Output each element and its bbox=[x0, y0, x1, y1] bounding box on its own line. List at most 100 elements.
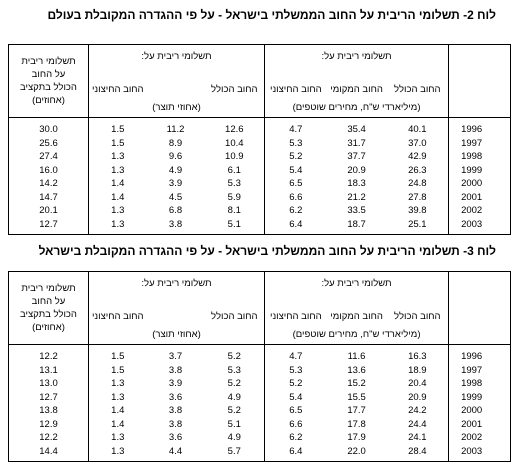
year-cell: 1997 bbox=[448, 136, 511, 150]
value-cell: 5.4 bbox=[264, 163, 327, 177]
value-cell: 1.3 bbox=[87, 204, 147, 218]
data-row: 1999 26.3 20.9 5.4 6.1 4.9 1.3 16.0 bbox=[9, 163, 511, 177]
header-line: תשלומי ריבית bbox=[21, 56, 76, 67]
data-row: 2001 27.8 21.2 6.6 5.9 4.5 1.4 14.7 bbox=[9, 190, 511, 204]
value-cell: 24.1 bbox=[408, 432, 427, 444]
value-cell: 20.4 bbox=[408, 378, 427, 390]
value-cell: 1.3 bbox=[87, 217, 147, 235]
value-cell: 4.4 bbox=[168, 445, 183, 457]
data-row: 2001 24.4 17.8 6.6 5.1 3.8 1.4 12.9 bbox=[9, 417, 511, 431]
value-cell: 30.0 bbox=[39, 124, 58, 136]
value-cell: 1.4 bbox=[87, 417, 147, 431]
data-row: 1996 16.3 11.6 4.7 5.2 3.7 1.5 12.2 bbox=[9, 344, 511, 364]
value-cell: 17.7 bbox=[347, 405, 366, 417]
year-cell: 1996 bbox=[448, 117, 511, 137]
value-cell: 10.9 bbox=[225, 151, 244, 163]
value-cell: 3.8 bbox=[168, 405, 183, 417]
value-cell: 21.2 bbox=[347, 191, 366, 203]
value-cell: 13.8 bbox=[39, 405, 58, 417]
value-cell: 1.3 bbox=[87, 377, 147, 391]
value-cell: 20.1 bbox=[39, 205, 58, 217]
value-cell: 15.5 bbox=[347, 391, 366, 403]
value-cell: 8.9 bbox=[168, 137, 183, 149]
header-line: הכולל בתקציב bbox=[20, 309, 77, 320]
subheader bbox=[147, 81, 205, 97]
group-label: תשלומי ריבית על: bbox=[264, 44, 449, 81]
year-cell: 2002 bbox=[448, 204, 511, 218]
data-row: 2002 39.8 33.5 6.2 8.1 6.8 1.3 20.1 bbox=[9, 204, 511, 218]
table-title: לוח 2- תשלומי הריבית על החוב הממשלתי ביש… bbox=[47, 8, 496, 22]
data-row: 2002 24.1 17.9 6.2 4.9 3.6 1.3 12.2 bbox=[9, 431, 511, 445]
data-row: 1997 37.0 31.7 5.3 10.4 8.9 1.5 25.6 bbox=[9, 136, 511, 150]
header-line: על החוב bbox=[31, 69, 66, 80]
year-cell: 2002 bbox=[448, 431, 511, 445]
value-cell: 5.3 bbox=[264, 136, 327, 150]
last-col-header: תשלומי ריבית על החוב הכולל בתקציב (אחוזים) bbox=[8, 271, 89, 345]
value-cell: 27.4 bbox=[39, 151, 58, 163]
value-cell: 39.8 bbox=[408, 205, 427, 217]
value-cell: 33.5 bbox=[347, 205, 366, 217]
data-row: 2000 24.2 17.7 6.5 5.2 3.8 1.4 13.8 bbox=[9, 404, 511, 418]
value-cell: 25.6 bbox=[39, 137, 58, 149]
group-label: תשלומי ריבית על: bbox=[264, 271, 449, 308]
value-cell: 18.3 bbox=[347, 178, 366, 190]
value-cell: 3.6 bbox=[168, 432, 183, 444]
table-body: 1996 16.3 11.6 4.7 5.2 3.7 1.5 12.2 1997 18.9 13.6… bbox=[9, 344, 511, 462]
value-cell: 5.4 bbox=[264, 390, 327, 404]
data-row: 1997 18.9 13.6 5.3 5.3 3.8 1.5 13.1 bbox=[9, 363, 511, 377]
value-cell: 6.1 bbox=[227, 164, 241, 176]
value-cell: 12.6 bbox=[225, 124, 244, 136]
unit-label: (מיליארדי ש"ח, מחירים שוטפים) bbox=[264, 97, 449, 118]
value-cell: 27.8 bbox=[408, 191, 427, 203]
value-cell: 18.7 bbox=[347, 218, 366, 230]
year-cell: 2001 bbox=[448, 190, 511, 204]
value-cell: 13.0 bbox=[39, 378, 58, 390]
year-cell: 1998 bbox=[448, 150, 511, 164]
value-cell: 14.7 bbox=[39, 191, 58, 203]
header-line: על החוב bbox=[31, 296, 66, 307]
table-body: 1996 40.1 35.4 4.7 12.6 11.2 1.5 30.0 1997 37.0 31… bbox=[9, 117, 511, 235]
value-cell: 17.9 bbox=[347, 432, 366, 444]
value-cell: 1.5 bbox=[87, 136, 147, 150]
value-cell: 13.6 bbox=[347, 364, 366, 376]
header-row: תשלומי ריבית על: תשלומי ריבית על: תשלומי ר… bbox=[8, 271, 511, 345]
subheader: החוב הכולל bbox=[211, 310, 258, 322]
year-header bbox=[448, 271, 511, 345]
subheader: החוב הכולל bbox=[211, 83, 258, 95]
group-label: תשלומי ריבית על: bbox=[87, 271, 265, 308]
value-cell: 6.6 bbox=[264, 190, 327, 204]
value-cell: 37.7 bbox=[347, 151, 366, 163]
header-row: תשלומי ריבית על: תשלומי ריבית על: תשלומי ר… bbox=[8, 44, 511, 118]
value-cell: 6.4 bbox=[264, 444, 327, 462]
unit-row: (מיליארדי ש"ח, מחירים שוטפים) (אחוזי תוצר… bbox=[9, 97, 511, 118]
value-cell: 5.3 bbox=[264, 363, 327, 377]
value-cell: 6.8 bbox=[168, 205, 183, 217]
subheader: החוב החיצוני bbox=[264, 81, 327, 97]
year-cell: 1997 bbox=[448, 363, 511, 377]
value-cell: 26.3 bbox=[408, 164, 427, 176]
value-cell: 5.1 bbox=[227, 418, 241, 430]
value-cell: 3.6 bbox=[168, 391, 183, 403]
value-cell: 28.4 bbox=[408, 445, 427, 457]
year-cell: 1996 bbox=[448, 344, 511, 364]
value-cell: 4.9 bbox=[227, 391, 241, 403]
unit-label: (אחוזי תוצר) bbox=[87, 324, 265, 345]
year-header bbox=[448, 44, 511, 118]
year-cell: 2000 bbox=[448, 404, 511, 418]
year-cell: 1998 bbox=[448, 377, 511, 391]
value-cell: 11.2 bbox=[166, 124, 185, 136]
value-cell: 5.1 bbox=[227, 218, 241, 230]
value-cell: 5.3 bbox=[227, 178, 241, 190]
value-cell: 1.3 bbox=[87, 444, 147, 462]
year-cell: 2000 bbox=[448, 177, 511, 191]
value-cell: 3.8 bbox=[168, 418, 183, 430]
subheader: החוב החיצוני bbox=[264, 308, 327, 324]
value-cell: 1.3 bbox=[87, 163, 147, 177]
value-cell: 1.4 bbox=[87, 190, 147, 204]
value-cell: 24.4 bbox=[408, 418, 427, 430]
value-cell: 16.0 bbox=[39, 164, 58, 176]
value-cell: 5.2 bbox=[227, 405, 241, 417]
value-cell: 15.2 bbox=[347, 378, 366, 390]
